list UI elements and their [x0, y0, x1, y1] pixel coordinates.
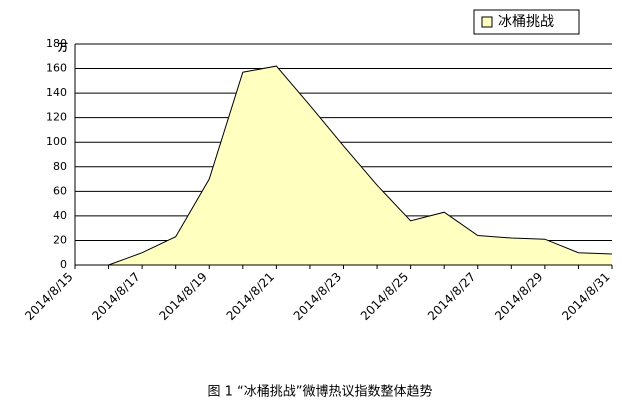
y-tick-label: 140 — [46, 86, 67, 99]
y-tick-label: 120 — [46, 111, 67, 124]
x-tick-label: 2014/8/25 — [358, 270, 411, 323]
x-tick-label: 2014/8/17 — [89, 270, 142, 323]
x-tick-label: 2014/8/19 — [156, 270, 209, 323]
y-unit: 万 — [57, 42, 68, 54]
y-tick-label: 0 — [60, 258, 67, 271]
y-tick-label: 40 — [53, 209, 67, 222]
x-tick-label: 2014/8/27 — [425, 270, 478, 323]
x-tick-label: 2014/8/29 — [492, 270, 545, 323]
y-tick-label: 180 — [46, 37, 67, 50]
y-tick-label: 20 — [53, 233, 67, 246]
y-tick-label: 60 — [53, 184, 67, 197]
y-tick-label: 100 — [46, 135, 67, 148]
x-tick-label: 2014/8/31 — [559, 270, 612, 323]
line — [108, 65, 613, 266]
legend-label: 冰桶挑战 — [498, 14, 554, 30]
y-tick-label: 160 — [46, 62, 67, 75]
x-tick-label: 2014/8/21 — [224, 270, 277, 323]
y-tick-label: 80 — [53, 160, 67, 173]
caption: 图 1 “冰桶挑战”微博热议指数整体趋势 — [207, 384, 432, 400]
x-tick-label: 2014/8/23 — [291, 270, 344, 323]
x-tick-label: 2014/8/15 — [22, 270, 75, 323]
area — [108, 66, 612, 265]
legend-swatch — [481, 16, 493, 28]
